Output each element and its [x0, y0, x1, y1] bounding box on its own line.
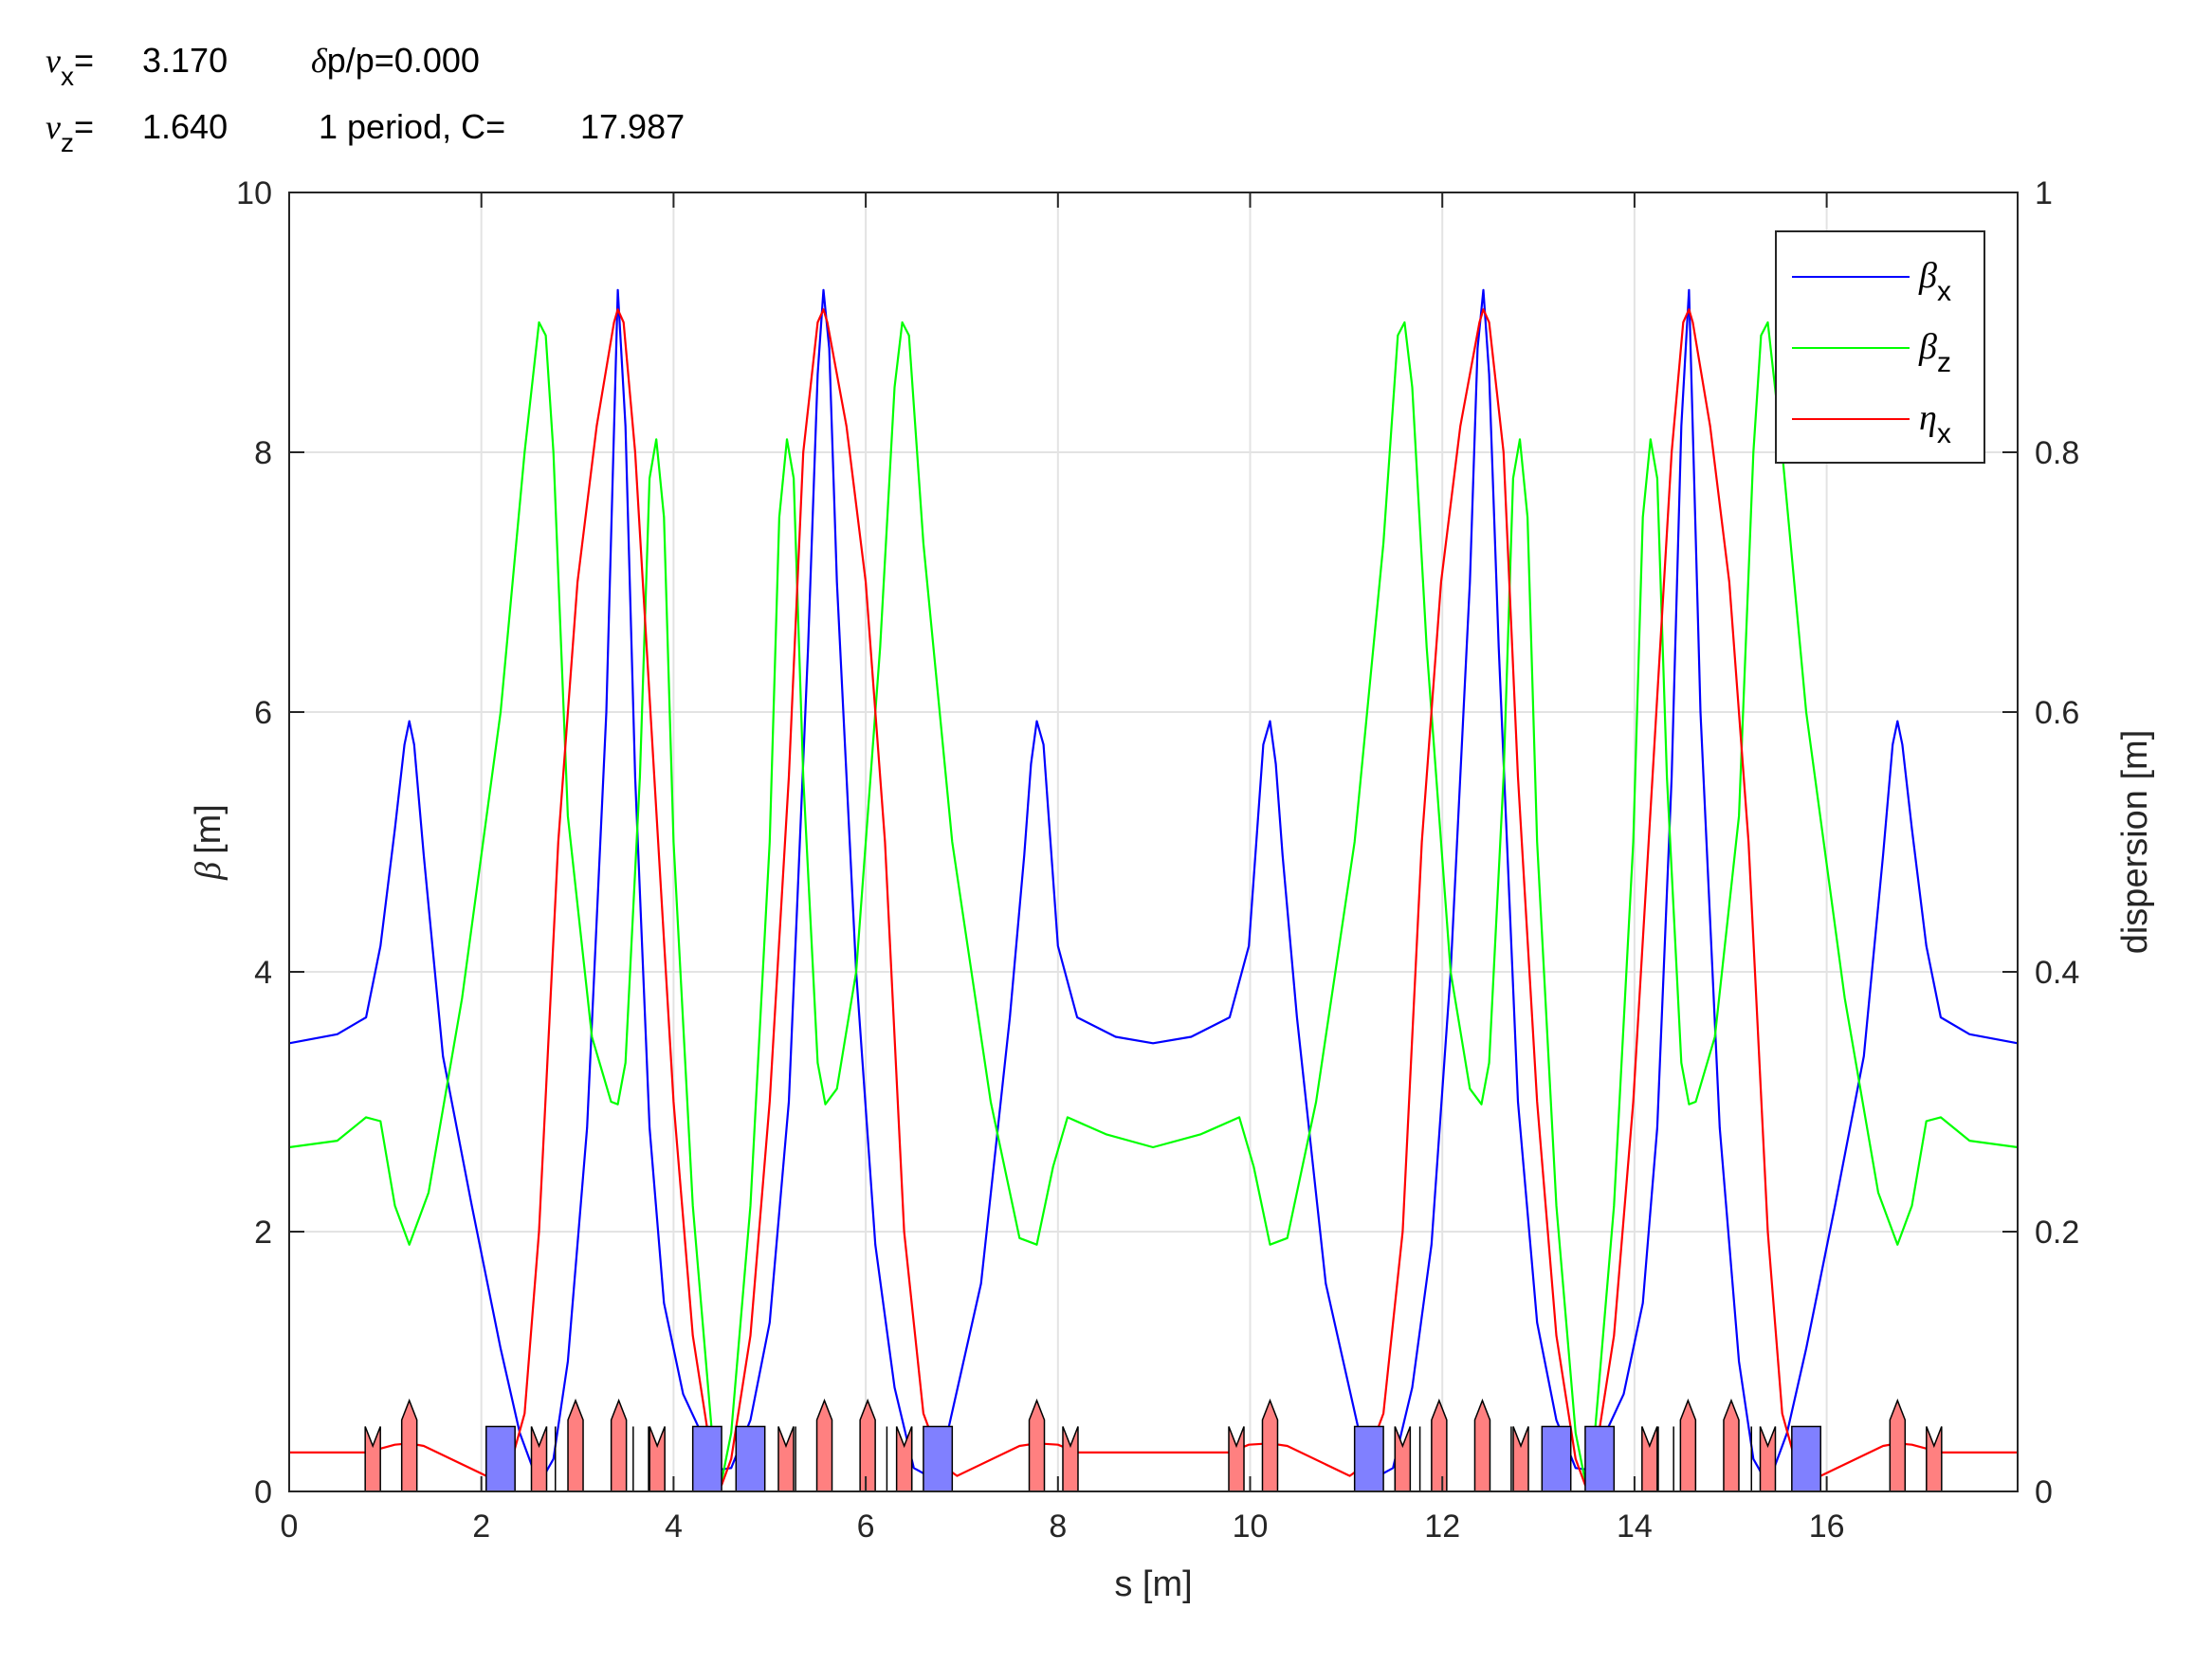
nux-subscript: x [61, 62, 74, 91]
svg-text:νz=: νz= [46, 107, 94, 157]
focusing-quadrupole [567, 1399, 584, 1492]
x-tick-label: 4 [665, 1509, 683, 1545]
y-tick-label: 8 [254, 435, 272, 471]
series-line-betax [288, 288, 2019, 1477]
y2-tick-label: 0.4 [2035, 955, 2079, 991]
delta-symbol: δ [311, 42, 328, 80]
nuz-subscript: z [61, 128, 74, 157]
dipole-magnet [735, 1425, 766, 1492]
x-tick-label: 16 [1809, 1509, 1845, 1545]
dipole-magnet [1791, 1425, 1821, 1492]
grid-lines [289, 192, 2018, 1491]
y-axis-beta-symbol: β [189, 862, 229, 881]
nuz-symbol: ν [46, 108, 61, 146]
vertical-tune-value: 1.640 [142, 107, 228, 146]
svg-text:νx=: νx= [46, 41, 94, 91]
legend-label-betax: βx [1918, 256, 1951, 307]
focusing-quadrupole [1723, 1399, 1740, 1492]
y-tick-label: 10 [236, 175, 272, 211]
dipole-magnet [1584, 1425, 1616, 1492]
y-tick-label: 2 [254, 1215, 272, 1251]
svg-text:δp/p=0.000: δp/p=0.000 [311, 41, 480, 80]
nux-equals: = [74, 41, 94, 80]
focusing-quadrupole [400, 1399, 418, 1492]
x-tick-label: 0 [281, 1509, 299, 1545]
x-tick-label: 10 [1233, 1509, 1269, 1545]
y2-tick-label: 0.2 [2035, 1215, 2079, 1251]
y2-tick-label: 0.6 [2035, 695, 2079, 731]
series-line-betaz [288, 320, 2019, 1483]
y-tick-label: 4 [254, 955, 272, 991]
y-axis-label: β [m] [189, 804, 229, 881]
dipole-magnet [923, 1425, 954, 1492]
focusing-quadrupole [859, 1399, 876, 1492]
dipole-magnet [1353, 1425, 1384, 1492]
legend: βx βz ηx [1775, 230, 1985, 464]
y2-tick-label: 1 [2035, 175, 2053, 211]
focusing-quadrupole [1679, 1399, 1697, 1492]
dipole-magnet [691, 1425, 722, 1492]
focusing-quadrupole [1473, 1399, 1491, 1492]
dipole-magnet [1541, 1425, 1572, 1492]
axes-box [288, 192, 2019, 1492]
period-label: 1 period, C= [319, 107, 505, 146]
momentum-spread: p/p=0.000 [327, 41, 480, 80]
x-tick-label: 12 [1424, 1509, 1460, 1545]
legend-label-etax: ηx [1919, 398, 1951, 449]
x-tick-label: 2 [472, 1509, 490, 1545]
focusing-quadrupole [1431, 1399, 1448, 1492]
nux-symbol: ν [46, 42, 61, 80]
tune-header: νx= 3.170 δp/p=0.000 νz= 1.640 1 period,… [46, 41, 685, 157]
series-line-etax [289, 308, 2018, 1487]
axis-ticks: 0 2 4 6 8 10 12 14 16 0 2 4 6 8 10 0 0.2 0.4 0.6 0.8 1 [236, 175, 2079, 1545]
y-axis-unit: [m] [189, 804, 229, 854]
y-tick-label: 6 [254, 695, 272, 731]
focusing-quadrupole [1889, 1399, 1907, 1492]
x-tick-label: 6 [857, 1509, 875, 1545]
focusing-quadrupole [610, 1399, 628, 1492]
y-tick-label: 0 [254, 1474, 272, 1510]
curves [288, 288, 2019, 1487]
legend-label-betaz: βz [1918, 327, 1951, 378]
focusing-quadrupole [815, 1399, 833, 1492]
focusing-quadrupole [1261, 1399, 1279, 1492]
horizontal-tune-value: 3.170 [142, 41, 228, 80]
focusing-quadrupole [1028, 1399, 1046, 1492]
nuz-equals: = [74, 107, 94, 146]
dipole-magnet [485, 1425, 516, 1492]
circumference-value: 17.987 [580, 107, 685, 146]
x-axis-label: s [m] [1114, 1564, 1192, 1604]
x-tick-label: 8 [1049, 1509, 1067, 1545]
y2-tick-label: 0.8 [2035, 435, 2079, 471]
y2-tick-label: 0 [2035, 1474, 2053, 1510]
x-tick-label: 14 [1617, 1509, 1653, 1545]
right-axis-label: dispersion [m] [2115, 730, 2155, 955]
